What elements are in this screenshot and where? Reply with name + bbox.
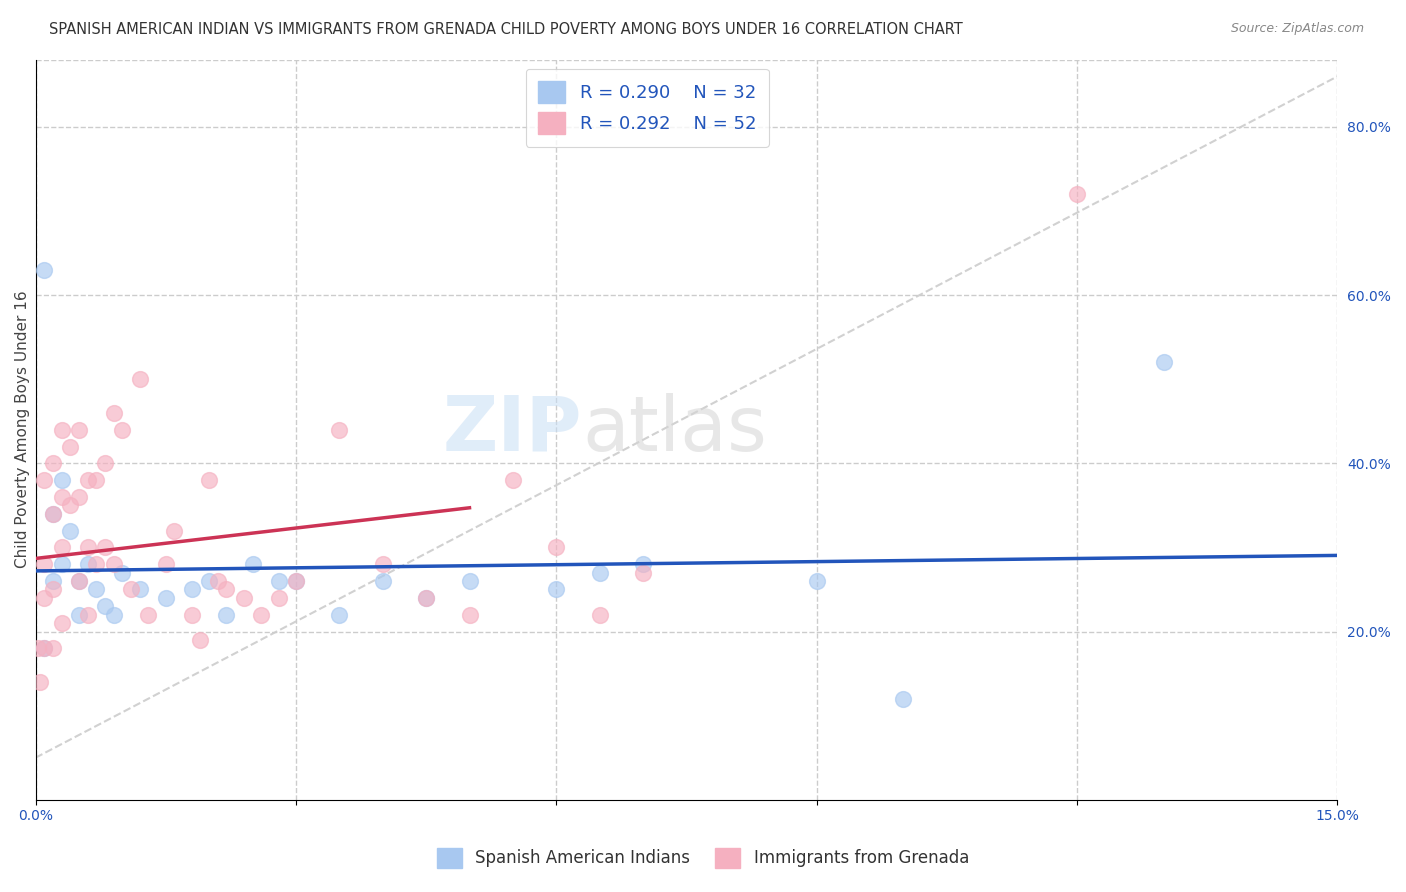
Point [128,582,150,597]
Point [67,574,90,588]
Point [589,566,612,580]
Point [94,599,117,614]
Point [94,456,117,470]
Point [32,473,55,487]
Point [138,607,160,622]
Point [27,641,49,656]
Text: ZIP: ZIP [443,392,582,467]
Point [67,423,90,437]
Point [67,574,90,588]
Point [84,473,107,487]
Point [28,675,51,690]
Point [42,641,65,656]
Point [51,616,73,631]
Point [589,607,612,622]
Point [51,490,73,504]
Point [458,574,481,588]
Point [76,607,98,622]
Point [190,632,212,647]
Point [371,574,394,588]
Point [284,574,307,588]
Point [42,507,65,521]
Point [458,607,481,622]
Point [328,423,350,437]
Point [120,582,142,597]
Point [84,582,107,597]
Point [111,423,134,437]
Point [284,574,307,588]
Point [155,591,177,605]
Point [94,541,117,555]
Point [267,591,290,605]
Text: atlas: atlas [582,392,768,467]
Point [502,473,524,487]
Point [51,558,73,572]
Point [232,591,254,605]
Point [180,582,202,597]
Point [76,541,98,555]
Point [111,566,134,580]
Point [242,558,264,572]
Point [59,499,82,513]
Point [155,558,177,572]
Point [51,541,73,555]
Point [180,607,202,622]
Text: Source: ZipAtlas.com: Source: ZipAtlas.com [1230,22,1364,36]
Point [215,607,238,622]
Point [67,490,90,504]
Point [103,406,125,420]
Point [103,607,125,622]
Point [198,574,221,588]
Point [546,582,568,597]
Point [806,574,828,588]
Point [76,558,98,572]
Point [631,566,654,580]
Point [267,574,290,588]
Point [371,558,394,572]
Point [59,524,82,538]
Point [84,558,107,572]
Point [328,607,350,622]
Point [1153,355,1175,369]
Point [32,641,55,656]
Point [1066,187,1088,202]
Point [215,582,238,597]
Point [103,558,125,572]
Point [128,372,150,386]
Point [67,607,90,622]
Point [32,591,55,605]
Legend: Spanish American Indians, Immigrants from Grenada: Spanish American Indians, Immigrants fro… [430,841,976,875]
Point [893,691,915,706]
Point [51,473,73,487]
Point [631,558,654,572]
Point [546,541,568,555]
Point [42,574,65,588]
Point [59,440,82,454]
Point [42,507,65,521]
Point [163,524,186,538]
Legend: R = 0.290    N = 32, R = 0.292    N = 52: R = 0.290 N = 32, R = 0.292 N = 52 [526,69,769,147]
Point [415,591,437,605]
Point [42,582,65,597]
Point [207,574,229,588]
Text: SPANISH AMERICAN INDIAN VS IMMIGRANTS FROM GRENADA CHILD POVERTY AMONG BOYS UNDE: SPANISH AMERICAN INDIAN VS IMMIGRANTS FR… [49,22,963,37]
Point [32,641,55,656]
Point [51,423,73,437]
Y-axis label: Child Poverty Among Boys Under 16: Child Poverty Among Boys Under 16 [15,291,30,568]
Point [32,558,55,572]
Point [32,263,55,277]
Point [250,607,273,622]
Point [76,473,98,487]
Point [415,591,437,605]
Point [198,473,221,487]
Point [42,456,65,470]
